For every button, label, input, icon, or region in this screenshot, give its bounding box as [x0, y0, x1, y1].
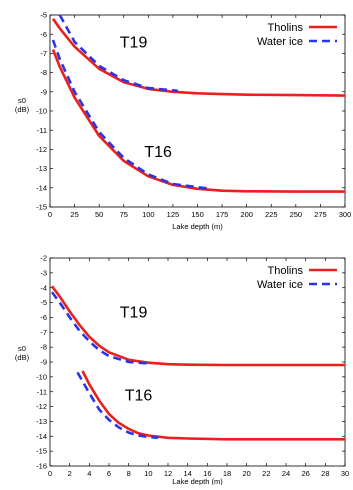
legend-label: Water ice [257, 279, 303, 291]
x-tick-label: 18 [223, 469, 231, 478]
x-tick-label: 28 [321, 469, 329, 478]
annotation-t16: T16 [125, 388, 153, 405]
x-tick-label: 200 [240, 210, 253, 219]
y-tick-label: -11 [37, 387, 47, 396]
water-ice-line-t16 [51, 39, 211, 191]
y-tick-label: -9 [40, 358, 47, 367]
x-tick-label: 12 [164, 469, 172, 478]
x-axis-title: Lake depth (m) [172, 477, 223, 485]
x-tick-label: 6 [107, 469, 111, 478]
tholins-line-t19 [50, 285, 345, 367]
x-tick-label: 30 [341, 469, 349, 478]
y-tick-label: -11 [37, 126, 47, 135]
x-tick-label: 16 [203, 469, 211, 478]
y-tick-label: -4 [40, 283, 47, 292]
y-tick-label: -7 [40, 49, 47, 58]
x-tick-label: 20 [242, 469, 250, 478]
x-tick-label: 100 [142, 210, 155, 219]
water-ice-line-t16 [76, 371, 159, 440]
x-tick-label: 300 [339, 210, 352, 219]
y-tick-label: -10 [36, 107, 47, 116]
y-tick-label: -8 [40, 68, 47, 77]
y-axis-title: s0 [18, 96, 26, 105]
y-tick-label: -6 [40, 30, 47, 39]
chart-bottom: 0 2 4 6 8 10 12 14 16 18 20 22 24 26 28 30-2-3-4-5-6-7-… [15, 254, 349, 486]
y-tick-label: -2 [40, 254, 47, 263]
legend-label: Tholins [268, 265, 304, 277]
x-tick-label: 22 [262, 469, 270, 478]
tholins-line-t16 [51, 49, 345, 193]
x-tick-label: 125 [167, 210, 180, 219]
water-ice-line-t19 [58, 14, 178, 93]
x-tick-label: 14 [183, 469, 191, 478]
x-tick-label: 175 [216, 210, 229, 219]
x-tick-label: 275 [314, 210, 327, 219]
annotation-t19: T19 [120, 304, 148, 321]
y-tick-label: -8 [40, 343, 47, 352]
y-tick-label: -15 [36, 203, 47, 212]
x-tick-label: 225 [265, 210, 278, 219]
y-tick-label: -14 [36, 432, 47, 441]
legend-label: Tholins [268, 22, 304, 34]
y-tick-label: -13 [36, 417, 47, 426]
y-tick-label: -13 [36, 164, 47, 173]
y-tick-label: -7 [40, 328, 47, 337]
x-tick-label: 24 [282, 469, 290, 478]
y-tick-label: -16 [36, 462, 47, 471]
y-axis-unit: (dB) [15, 105, 30, 114]
x-tick-label: 10 [144, 469, 152, 478]
y-tick-label: -5 [40, 298, 47, 307]
y-tick-label: -12 [36, 145, 47, 154]
x-tick-label: 0 [48, 210, 52, 219]
x-tick-label: 26 [301, 469, 309, 478]
y-axis-title: s0 [18, 344, 26, 353]
annotation-t16: T16 [144, 144, 172, 161]
x-tick-label: 25 [70, 210, 78, 219]
y-tick-label: -15 [36, 447, 47, 456]
annotation-t19: T19 [120, 35, 148, 52]
x-tick-label: 150 [191, 210, 204, 219]
legend-label: Water ice [257, 36, 303, 48]
y-tick-label: -5 [40, 11, 47, 20]
y-axis-unit: (dB) [15, 353, 30, 362]
x-tick-label: 75 [120, 210, 128, 219]
y-tick-label: -3 [40, 268, 47, 277]
tholins-line-t16 [81, 370, 345, 441]
x-tick-label: 2 [68, 469, 72, 478]
x-tick-label: 0 [48, 469, 52, 478]
y-tick-label: -12 [36, 402, 47, 411]
y-tick-label: -6 [40, 313, 47, 322]
water-ice-line-t19 [50, 291, 149, 365]
y-tick-label: -10 [36, 372, 47, 381]
x-tick-label: 4 [87, 469, 91, 478]
x-axis-title: Lake depth (m) [172, 222, 223, 231]
chart-top: 0 25 50 75 100 125 150 175 200 225 250 275 300 -5 -6 -7… [15, 11, 351, 231]
x-tick-label: 8 [127, 469, 131, 478]
x-tick-label: 250 [290, 210, 303, 219]
x-tick-label: 50 [95, 210, 103, 219]
y-tick-label: -9 [40, 87, 47, 96]
y-tick-label: -14 [36, 183, 47, 192]
